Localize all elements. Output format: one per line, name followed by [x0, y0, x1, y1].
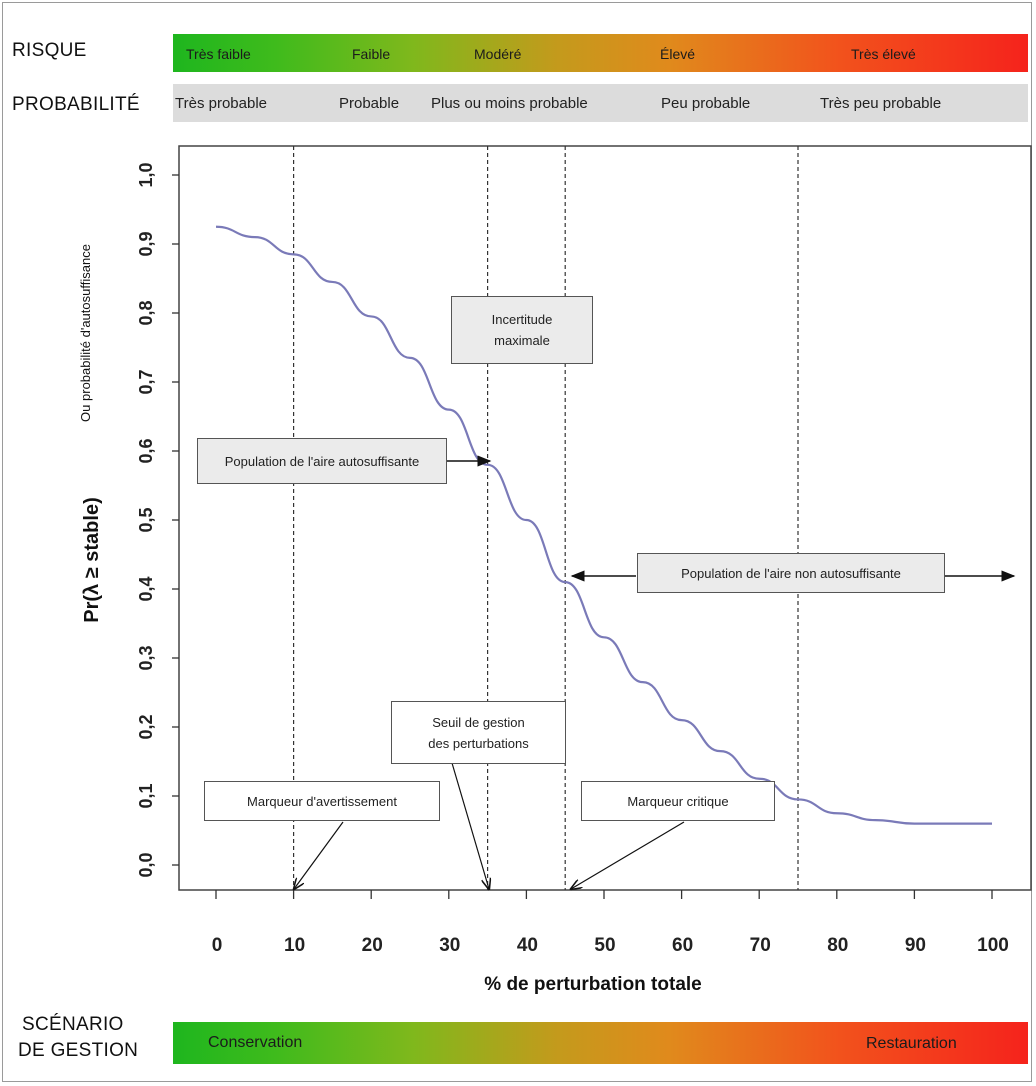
- risk-level-moderate: Modéré: [474, 46, 522, 62]
- probability-probable: Probable: [339, 95, 400, 112]
- probability-unlikely: Peu probable: [661, 95, 751, 112]
- management-threshold-callout: Seuil de gestion des perturbations: [391, 701, 566, 764]
- probability-band: [173, 84, 1028, 122]
- scenario-gradient-bar: [173, 1022, 1028, 1064]
- not-self-sustaining-callout: Population de l'aire non autosuffisante: [637, 553, 945, 593]
- probability-more-or-less: Plus ou moins probable: [431, 95, 588, 112]
- risk-level-very-high: Très élevé: [851, 46, 916, 62]
- probability-very-unlikely: Très peu probable: [820, 95, 942, 112]
- risk-level-high: Élevé: [660, 46, 696, 62]
- self-sustaining-callout: Population de l'aire autosuffisante: [197, 438, 447, 484]
- scenario-label-line1: SCÉNARIO: [22, 1014, 124, 1035]
- risk-level-low: Faible: [352, 46, 391, 62]
- warning-marker-callout: Marqueur d'avertissement: [204, 781, 440, 821]
- critical-marker-callout: Marqueur critique: [581, 781, 775, 821]
- uncertainty-callout: Incertitude maximale: [451, 296, 593, 364]
- scenario-label-line2: DE GESTION: [18, 1040, 139, 1061]
- risk-level-very-low: Très faible: [186, 46, 251, 62]
- scenario-conservation: Conservation: [208, 1034, 303, 1051]
- scenario-restoration: Restauration: [866, 1035, 957, 1052]
- probability-very-probable: Très probable: [175, 95, 267, 112]
- risk-row-label: RISQUE: [12, 40, 87, 61]
- probability-row-label: PROBABILITÉ: [12, 94, 140, 115]
- risk-gradient-bar: [173, 34, 1028, 72]
